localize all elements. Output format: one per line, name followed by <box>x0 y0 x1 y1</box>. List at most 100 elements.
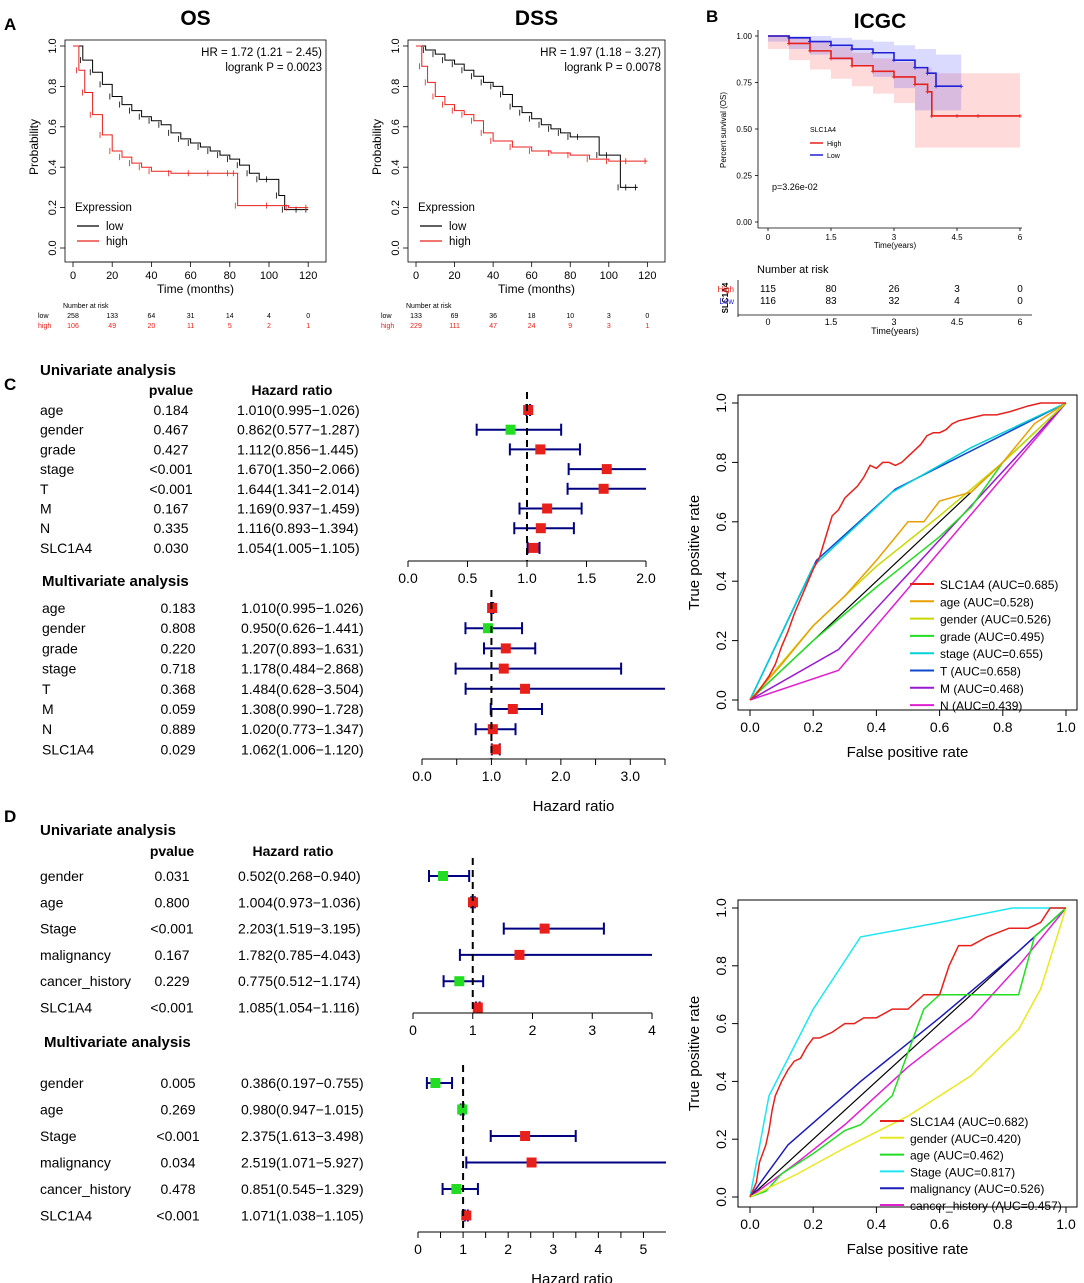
row-pvalue: 0.808 <box>160 620 195 636</box>
y-axis-label: True positive rate <box>686 495 703 610</box>
y-tick-label: 0.6 <box>390 119 402 134</box>
x-tick-label: 4 <box>594 1241 602 1257</box>
y-tick-label: 0.50 <box>736 125 752 134</box>
x-tick-label: 60 <box>526 270 538 282</box>
y-tick-label: 0.6 <box>713 1014 729 1034</box>
row-hr-text: 0.502(0.268−0.940) <box>238 868 361 884</box>
row-hr-text: 1.308(0.990−1.728) <box>241 701 364 717</box>
row-pvalue: <0.001 <box>149 481 192 497</box>
hr-marker <box>536 523 546 533</box>
row-label: gender <box>40 422 84 438</box>
y-tick-label: 1.0 <box>713 393 729 413</box>
risk-x-tick-label: 6 <box>1017 317 1022 327</box>
row-pvalue: <0.001 <box>156 1208 199 1224</box>
x-tick-label: 0.8 <box>993 719 1013 735</box>
row-label: stage <box>42 661 76 677</box>
risk-value: 133 <box>410 313 422 320</box>
section-title: Univariate analysis <box>40 822 176 839</box>
column-header-hr: Hazard ratio <box>253 843 334 859</box>
row-pvalue: 0.368 <box>160 681 195 697</box>
y-tick-label: 0.8 <box>47 79 59 94</box>
risk-value: 4 <box>954 296 960 307</box>
risk-value: 116 <box>760 296 776 307</box>
row-hr-text: 1.071(1.038−1.105) <box>241 1208 364 1224</box>
row-label: cancer_history <box>40 1181 131 1197</box>
row-pvalue: 0.034 <box>160 1155 195 1171</box>
row-hr-text: 0.775(0.512−1.174) <box>238 973 361 989</box>
risk-value: 3 <box>607 313 611 320</box>
x-tick-label: 80 <box>224 270 236 282</box>
hr-marker <box>514 950 524 960</box>
column-header-pvalue: pvalue <box>149 382 194 398</box>
hr-marker <box>451 1184 461 1194</box>
row-label: age <box>40 1102 64 1118</box>
y-tick-label: 0.2 <box>47 200 59 215</box>
hr-marker <box>535 444 545 454</box>
row-pvalue: 0.335 <box>153 520 188 536</box>
risk-value: 69 <box>451 313 459 320</box>
panel-letter-b: B <box>706 7 718 26</box>
risk-value: 31 <box>187 313 195 320</box>
y-tick-label: 0.0 <box>713 1187 729 1207</box>
risk-value: 106 <box>67 323 79 330</box>
row-pvalue: 0.718 <box>160 661 195 677</box>
y-tick-label: 0.8 <box>390 79 402 94</box>
row-label: gender <box>40 1075 84 1091</box>
hr-marker <box>454 976 464 986</box>
x-tick-label: 4.5 <box>951 233 963 242</box>
risk-value: 1 <box>306 323 310 330</box>
row-pvalue: 0.183 <box>160 600 195 616</box>
x-tick-label: 3 <box>588 1022 596 1038</box>
x-tick-label: 4 <box>648 1022 656 1038</box>
y-tick-label: 1.0 <box>713 898 729 918</box>
x-tick-label: 40 <box>145 270 157 282</box>
risk-value: 11 <box>187 323 194 330</box>
risk-value: 26 <box>888 284 900 295</box>
risk-row-name: low <box>381 313 392 320</box>
legend-label-low: low <box>106 221 124 233</box>
y-tick-label: 0.8 <box>713 956 729 976</box>
legend-label: malignancy (AUC=0.526) <box>910 1182 1044 1196</box>
y-tick-label: 0.25 <box>736 172 752 181</box>
row-label: Stage <box>40 1128 77 1144</box>
risk-table-title: Number at risk <box>406 303 452 310</box>
x-tick-label: 0.2 <box>803 1216 823 1232</box>
legend-label: grade (AUC=0.495) <box>940 630 1044 644</box>
legend-label: gender (AUC=0.526) <box>940 613 1051 627</box>
risk-value: 0 <box>1017 296 1023 307</box>
risk-value: 18 <box>528 313 536 320</box>
risk-value: 47 <box>489 323 497 330</box>
x-tick-label: 40 <box>487 270 499 282</box>
row-hr-text: 1.020(0.773−1.347) <box>241 721 364 737</box>
y-tick-label: 0.75 <box>736 79 752 88</box>
x-tick-label: 1.0 <box>482 768 502 784</box>
risk-x-tick-label: 4.5 <box>951 317 964 327</box>
y-axis-label: Probability <box>27 119 41 175</box>
row-label: M <box>42 701 54 717</box>
legend-label: SLC1A4 (AUC=0.685) <box>940 578 1058 592</box>
risk-row-name: high <box>381 323 394 330</box>
x-tick-label: 0.2 <box>803 719 823 735</box>
x-tick-label: 0 <box>70 270 76 282</box>
row-pvalue: 0.800 <box>154 894 189 910</box>
legend-label: SLC1A4 (AUC=0.682) <box>910 1115 1028 1129</box>
row-label: malignancy <box>40 947 111 963</box>
row-pvalue: <0.001 <box>156 1128 199 1144</box>
x-tick-label: 3 <box>549 1241 557 1257</box>
row-pvalue: <0.001 <box>149 461 192 477</box>
legend-label-high: high <box>449 236 471 248</box>
risk-value: 49 <box>108 323 116 330</box>
risk-value: 229 <box>410 323 422 330</box>
risk-value: 0 <box>306 313 310 320</box>
roc-chart-c: 0.0 0.2 0.4 0.6 0.8 1.00.00.20.40.60.81.0Fals… <box>686 393 1077 761</box>
x-axis-label: False positive rate <box>847 1241 969 1258</box>
x-axis-label: Hazard ratio <box>531 1271 613 1283</box>
row-pvalue: 0.030 <box>153 540 188 556</box>
x-tick-label: 0.5 <box>458 570 478 586</box>
row-label: SLC1A4 <box>40 1208 92 1224</box>
x-tick-label: 0 <box>766 233 771 242</box>
stat-annotation: logrank P = 0.0023 <box>225 62 322 74</box>
x-tick-label: 1.5 <box>825 233 837 242</box>
legend-label: age (AUC=0.462) <box>910 1149 1004 1163</box>
chart-title: ICGC <box>854 10 907 33</box>
